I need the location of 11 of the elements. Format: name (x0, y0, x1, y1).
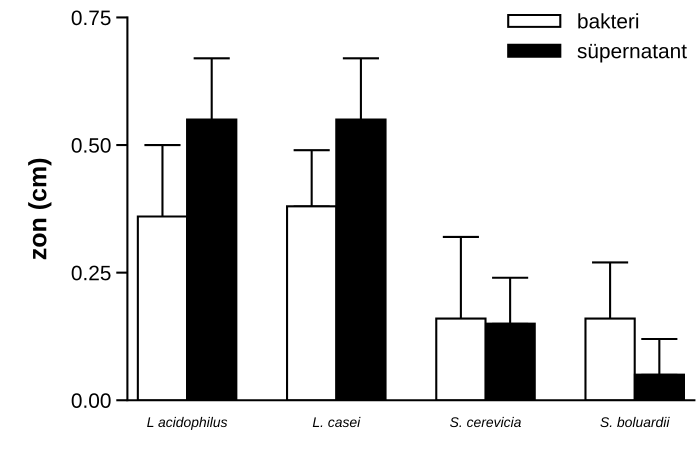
x-tick-label: L. casei (312, 416, 361, 428)
x-tick-label: S. cerevicia (450, 416, 521, 428)
legend-label: süpernatant (578, 44, 687, 62)
x-tick-label: S. boluardii (600, 416, 670, 428)
y-tick-label: 0.25 (72, 266, 111, 280)
y-tick-label: 0.75 (72, 10, 111, 26)
y-tick-label: 0.50 (72, 138, 111, 153)
y-axis-title: zon (cm) (28, 158, 52, 260)
legend-label: bakteri (578, 13, 638, 29)
y-tick-label: 0.00 (72, 393, 111, 408)
x-tick-label: L acidophilus (147, 416, 228, 430)
